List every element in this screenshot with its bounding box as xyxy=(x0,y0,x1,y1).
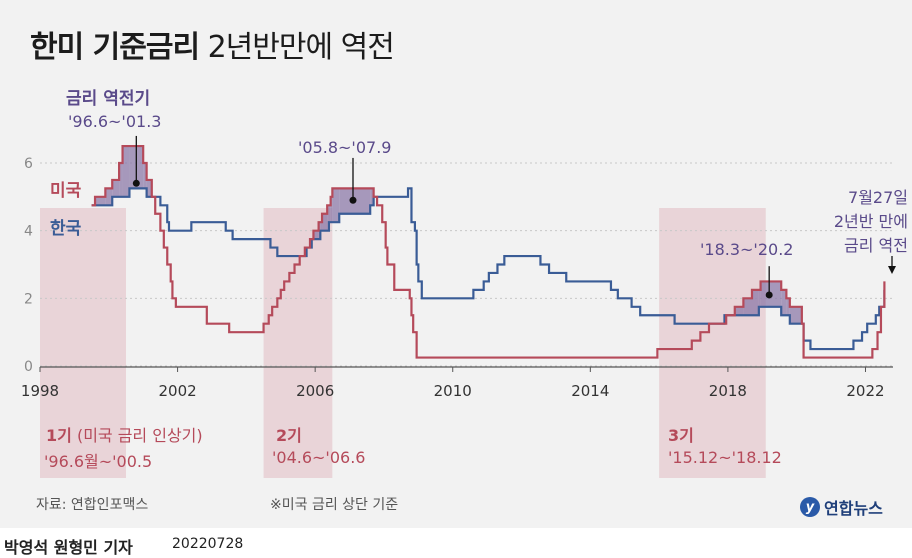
inversion1-title: 금리 역전기 xyxy=(66,89,151,109)
inversion-fill xyxy=(743,298,752,316)
phase-band-2 xyxy=(263,208,333,478)
phase-band-1 xyxy=(40,208,126,478)
latest-arrow-head xyxy=(888,266,896,274)
y-tick-label: 4 xyxy=(24,224,33,240)
credit-bar: 박영석 원형민 기자 20220728 xyxy=(0,528,912,557)
x-tick-label: 2018 xyxy=(709,382,747,400)
inversion-fill xyxy=(370,188,374,206)
inversion-fill xyxy=(327,205,329,231)
inversion-fill xyxy=(781,289,787,316)
inversion-fill xyxy=(322,213,328,231)
phase-band-3 xyxy=(659,208,766,478)
inversion-fill xyxy=(320,222,323,231)
title-bold: 한미 기준금리 xyxy=(30,30,200,65)
phase1-label: 1기 (미국 금리 인상기) xyxy=(46,422,203,446)
latest-line1: 7월27일 xyxy=(848,188,908,207)
x-tick-label: 2010 xyxy=(434,382,472,400)
phase3-period: '15.12~'18.12 xyxy=(668,448,782,467)
title-sub: 2년반만에 역전 xyxy=(199,30,395,65)
date-stamp: 20220728 xyxy=(172,536,244,552)
inversion-fill xyxy=(119,163,123,197)
phase1-note: (미국 금리 인상기) xyxy=(71,426,203,445)
inversion2-period: '05.8~'07.9 xyxy=(298,138,392,157)
series-line-us xyxy=(91,144,886,359)
yonhap-logo-name: 연합뉴스 xyxy=(824,499,883,518)
inversion-fill xyxy=(332,188,340,223)
inversion-fill xyxy=(734,306,744,316)
chart-title: 한미 기준금리 2년반만에 역전 xyxy=(30,22,395,66)
inversion-fill xyxy=(313,230,319,240)
phase2-period: '04.6~'06.6 xyxy=(272,448,366,467)
series-line-kr xyxy=(91,187,886,351)
series-label-kr: 한국 xyxy=(50,219,82,239)
inversion-fill xyxy=(330,196,333,223)
inversion-fill xyxy=(751,289,759,316)
inversion-fill xyxy=(112,179,120,197)
inversion2-dot xyxy=(349,196,357,204)
inversion1-dot xyxy=(132,179,140,187)
byline: 박영석 원형민 기자 xyxy=(4,538,133,557)
inversion3-dot xyxy=(765,291,773,299)
y-tick-label: 0 xyxy=(24,359,33,375)
x-tick-label: 2022 xyxy=(846,382,884,400)
phase1-name: 1기 xyxy=(46,426,72,445)
x-tick-label: 2014 xyxy=(571,382,609,400)
inversion-fill xyxy=(143,163,147,189)
inversion-fill xyxy=(328,205,331,223)
phase3-name: 3기 xyxy=(668,426,694,445)
inversion-fill xyxy=(786,298,790,316)
latest-line2: 2년반 만에 xyxy=(833,212,908,231)
inversion-fill xyxy=(95,196,106,206)
x-tick-label: 2006 xyxy=(296,382,334,400)
series-label-us: 미국 xyxy=(50,181,82,201)
inversion3-period: '18.3~'20.2 xyxy=(700,240,794,259)
inversion-fill xyxy=(146,179,152,197)
inversion-fill xyxy=(105,188,113,206)
inversion1-period: '96.6~'01.3 xyxy=(68,112,162,131)
y-tick-label: 2 xyxy=(24,291,33,307)
footnote-label: ※미국 금리 상단 기준 xyxy=(270,497,399,513)
phase2-name: 2기 xyxy=(276,426,302,445)
phase1-period: '96.6월~'00.5 xyxy=(44,452,153,471)
inversion-fill xyxy=(122,146,130,197)
source-label: 자료: 연합인포맥스 xyxy=(36,497,149,513)
inversion-fill xyxy=(789,306,802,324)
x-tick-label: 1998 xyxy=(21,382,59,400)
y-tick-label: 6 xyxy=(24,156,33,172)
yonhap-logo-icon: y xyxy=(800,497,820,517)
yonhap-logo: y 연합뉴스 xyxy=(800,495,883,519)
inversion-fill xyxy=(758,289,761,307)
x-tick-label: 2002 xyxy=(158,382,196,400)
latest-line3: 금리 역전 xyxy=(844,236,908,255)
